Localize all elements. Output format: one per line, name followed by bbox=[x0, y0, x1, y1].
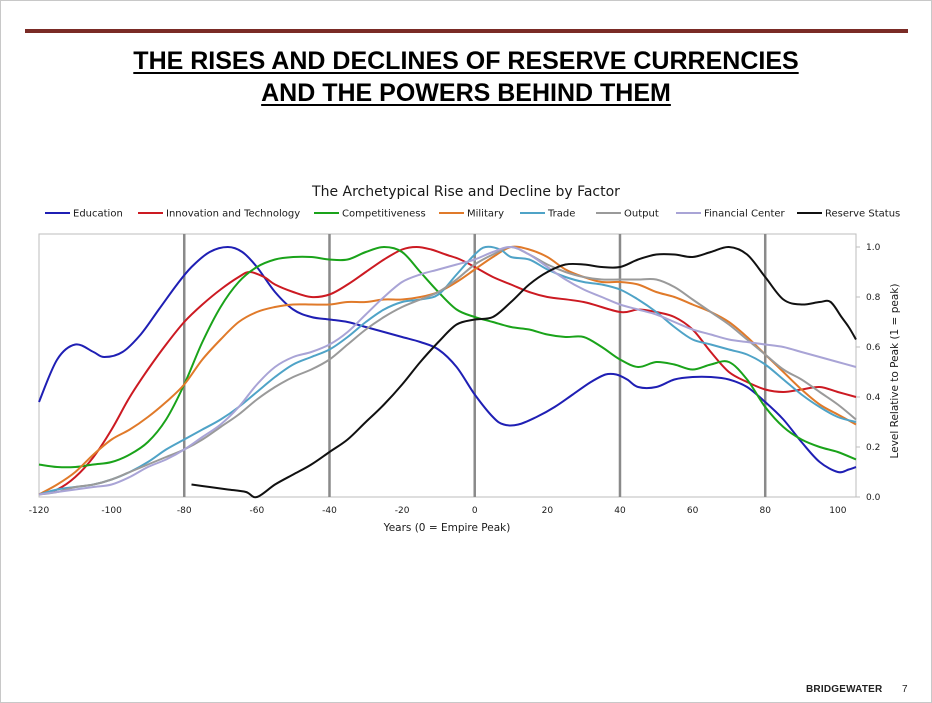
page-number: 7 bbox=[902, 684, 908, 695]
slide-title-line-1: THE RISES AND DECLINES OF RESERVE CURREN… bbox=[133, 47, 799, 75]
x-tick-label: -120 bbox=[29, 506, 50, 516]
legend-label-military: Military bbox=[467, 209, 504, 220]
x-tick-label: -20 bbox=[395, 506, 410, 516]
series-lines bbox=[38, 245, 857, 499]
y-tick-label: 0.6 bbox=[866, 343, 881, 353]
y-tick-label: 0.0 bbox=[866, 493, 881, 503]
y-tick-label: 0.4 bbox=[866, 393, 881, 403]
y-axis-label: Level Relative to Peak (1 = peak) bbox=[889, 284, 901, 459]
x-tick-label: 20 bbox=[542, 506, 554, 516]
legend-label-reserve-status: Reserve Status bbox=[825, 209, 900, 220]
plot-area bbox=[38, 233, 857, 498]
series-line-trade bbox=[38, 245, 857, 496]
y-tick-label: 0.8 bbox=[866, 293, 881, 303]
x-tick-label: -60 bbox=[250, 506, 265, 516]
x-tick-label: 40 bbox=[614, 506, 626, 516]
series-line-financial-center bbox=[38, 245, 857, 496]
y-tick-label: 1.0 bbox=[866, 243, 881, 253]
legend-label-innovation-and-technology: Innovation and Technology bbox=[166, 209, 300, 220]
y-axis-ticks: 0.0 0.2 0.4 0.6 0.8 1.0 bbox=[856, 243, 881, 503]
x-tick-label: 60 bbox=[687, 506, 699, 516]
brand-logo: BRIDGEWATER bbox=[806, 684, 883, 695]
series-line-education bbox=[38, 246, 857, 474]
x-tick-label: 0 bbox=[472, 506, 478, 516]
series-line-military bbox=[38, 245, 857, 496]
legend-label-education: Education bbox=[73, 209, 123, 220]
x-tick-label: -80 bbox=[177, 506, 192, 516]
slide-title-line-2: AND THE POWERS BEHIND THEM bbox=[261, 79, 671, 107]
x-axis-ticks: -120 -100 -80 -60 -40 -20 0 20 40 60 80 100 bbox=[29, 506, 847, 516]
series-line-competitiveness bbox=[38, 246, 857, 469]
series-line-reserve-status bbox=[191, 245, 857, 499]
legend-label-competitiveness: Competitiveness bbox=[342, 209, 426, 220]
x-tick-label: 80 bbox=[759, 506, 771, 516]
top-rule bbox=[25, 29, 908, 33]
x-tick-label: 100 bbox=[829, 506, 846, 516]
chart-title: The Archetypical Rise and Decline by Fac… bbox=[311, 184, 620, 200]
series-line-output bbox=[38, 246, 857, 496]
chart-legend: Education Innovation and Technology Compet… bbox=[45, 209, 900, 220]
slide-title: THE RISES AND DECLINES OF RESERVE CURREN… bbox=[1, 45, 931, 109]
legend-label-trade: Trade bbox=[547, 209, 575, 220]
x-axis-label: Years (0 = Empire Peak) bbox=[383, 522, 511, 534]
legend-label-output: Output bbox=[624, 209, 659, 220]
x-tick-label: -100 bbox=[101, 506, 122, 516]
legend-label-financial-center: Financial Center bbox=[704, 209, 786, 220]
y-tick-label: 0.2 bbox=[866, 443, 880, 453]
x-tick-label: -40 bbox=[322, 506, 337, 516]
